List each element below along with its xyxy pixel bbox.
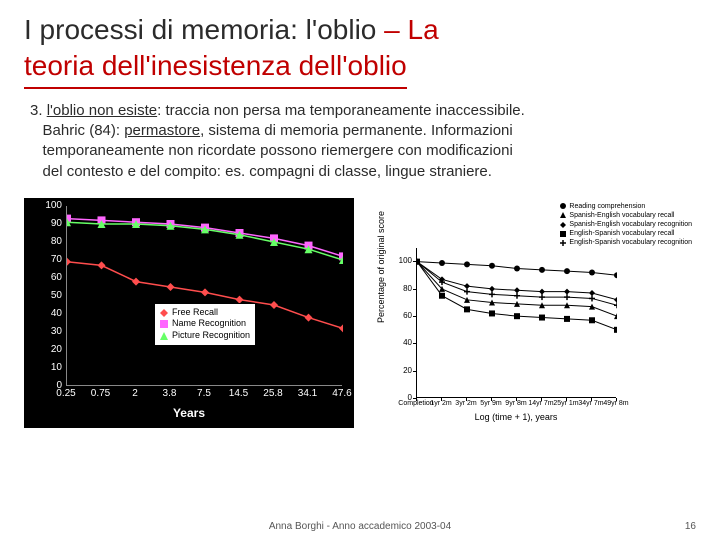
left-chart-xtick: 2 xyxy=(121,388,149,399)
left-chart-xtick: 0.75 xyxy=(87,388,115,399)
left-chart-ytick: 100 xyxy=(36,200,62,211)
left-chart-xtick: 7.5 xyxy=(190,388,218,399)
right-chart-xtick: 34yr 7m xyxy=(578,400,603,407)
legend-item: English-Spanish vocabulary recognition xyxy=(560,238,692,247)
right-chart-xtick: Completion xyxy=(398,400,433,407)
legend-item: Spanish-English vocabulary recognition xyxy=(560,220,692,229)
body-underline-2: permastore xyxy=(124,122,200,139)
left-chart-ytick: 60 xyxy=(36,272,62,283)
body-4: del contesto e del compito: es. compagni… xyxy=(43,163,492,180)
page-number: 16 xyxy=(685,521,696,532)
legend-item: English-Spanish vocabulary recall xyxy=(560,229,692,238)
body-num: 3. xyxy=(30,102,43,119)
body-3: temporaneamente non ricordate possono ri… xyxy=(43,142,513,159)
left-chart-ytick: 90 xyxy=(36,218,62,229)
left-chart-xtick: 34.1 xyxy=(294,388,322,399)
slide-title: I processi di memoria: l'oblio – La teor… xyxy=(24,12,696,89)
left-chart-xtick: 0.25 xyxy=(52,388,80,399)
title-dash: – xyxy=(384,14,407,45)
left-chart-ytick: 40 xyxy=(36,308,62,319)
left-chart-ytick: 30 xyxy=(36,326,62,337)
left-chart-xtick: 3.8 xyxy=(156,388,184,399)
body-2c: , sistema di memoria permanente. Informa… xyxy=(200,122,513,139)
right-chart-legend: Reading comprehensionSpanish-English voc… xyxy=(560,202,692,247)
title-accent-a: La xyxy=(408,14,439,45)
right-chart-xtick: 49yr 8m xyxy=(603,400,628,407)
legend-item: Name Recognition xyxy=(160,318,250,330)
legend-item: Reading comprehension xyxy=(560,202,692,211)
right-chart: Percentage of original score Log (time +… xyxy=(366,198,696,428)
right-chart-ytick: 60 xyxy=(396,311,412,320)
body-underline-1: l'oblio non esiste xyxy=(47,102,157,119)
left-chart-legend: Free RecallName RecognitionPicture Recog… xyxy=(154,303,256,346)
right-chart-ylabel: Percentage of original score xyxy=(376,211,386,323)
left-chart-xlabel: Years xyxy=(24,406,354,420)
left-chart-ytick: 80 xyxy=(36,236,62,247)
right-chart-xtick: 25yr 1m xyxy=(553,400,578,407)
body-paragraph: 3. l'oblio non esiste: traccia non persa… xyxy=(24,101,696,182)
body-2a: Bahric (84): xyxy=(43,122,125,139)
left-chart-ytick: 20 xyxy=(36,344,62,355)
right-chart-xtick: 14yr 7m xyxy=(528,400,553,407)
title-accent-b: teoria dell'inesistenza dell'oblio xyxy=(24,48,407,88)
legend-item: Free Recall xyxy=(160,307,250,319)
left-chart-xtick: 25.8 xyxy=(259,388,287,399)
charts-row: Years 01020304050607080901000.250.7523.8… xyxy=(24,198,696,428)
right-chart-ytick: 80 xyxy=(396,284,412,293)
left-chart-ytick: 70 xyxy=(36,254,62,265)
title-plain: I processi di memoria: l'oblio xyxy=(24,14,384,45)
right-chart-xlabel: Log (time + 1), years xyxy=(416,412,616,422)
left-chart: Years 01020304050607080901000.250.7523.8… xyxy=(24,198,354,428)
right-chart-ytick: 20 xyxy=(396,366,412,375)
right-chart-ytick: 100 xyxy=(396,256,412,265)
left-chart-ytick: 10 xyxy=(36,362,62,373)
footer-text: Anna Borghi - Anno accademico 2003-04 xyxy=(0,521,720,532)
left-chart-ytick: 50 xyxy=(36,290,62,301)
left-chart-xtick: 47.6 xyxy=(328,388,356,399)
body-1c: : traccia non persa ma temporaneamente i… xyxy=(157,102,525,119)
legend-item: Spanish-English vocabulary recall xyxy=(560,211,692,220)
right-chart-ytick: 40 xyxy=(396,338,412,347)
right-chart-xtick: 9yr 8m xyxy=(505,400,526,407)
left-chart-xtick: 14.5 xyxy=(225,388,253,399)
right-chart-xtick: 1yr 2m xyxy=(430,400,451,407)
legend-item: Picture Recognition xyxy=(160,330,250,342)
right-chart-xtick: 3yr 2m xyxy=(455,400,476,407)
right-chart-xtick: 5yr 9m xyxy=(480,400,501,407)
